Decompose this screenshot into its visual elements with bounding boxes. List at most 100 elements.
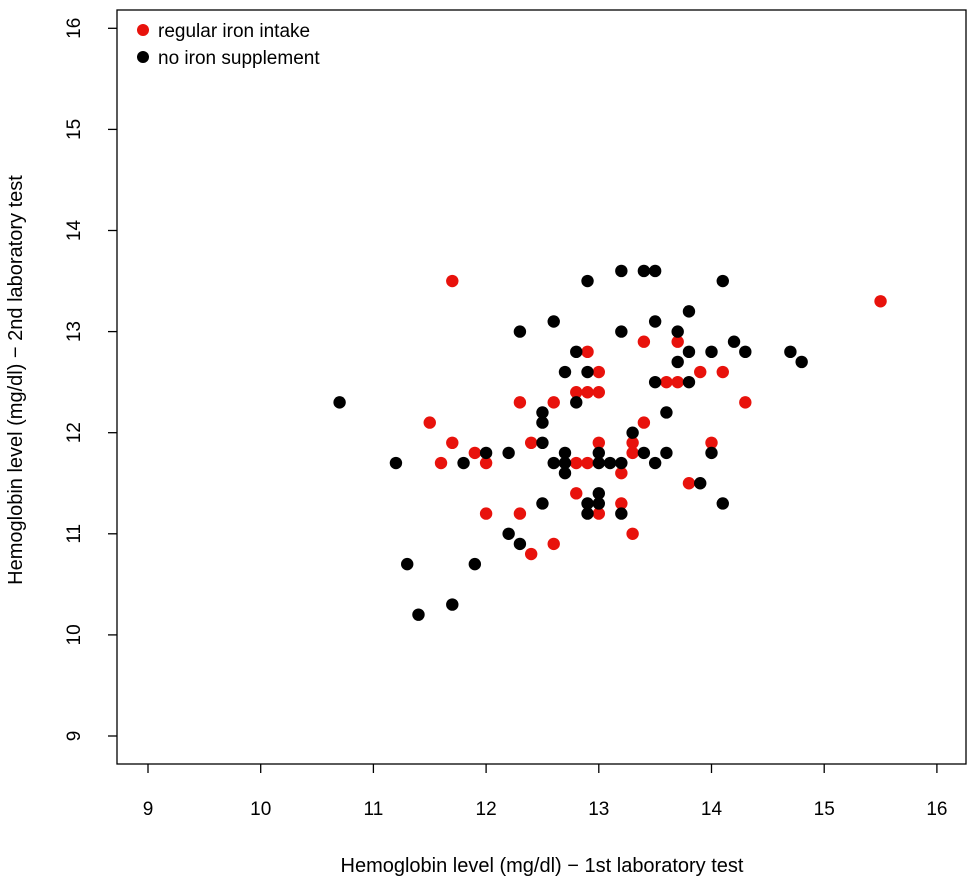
data-point-no-iron-supplement xyxy=(536,497,549,510)
data-point-no-iron-supplement xyxy=(727,335,741,348)
data-point-no-iron-supplement xyxy=(705,345,718,359)
data-point-no-iron-supplement xyxy=(536,416,549,429)
data-point-regular-iron-intake xyxy=(694,365,707,379)
data-point-no-iron-supplement xyxy=(615,507,628,520)
data-point-regular-iron-intake xyxy=(581,345,594,359)
data-point-regular-iron-intake xyxy=(637,416,651,429)
x-tick-label: 14 xyxy=(701,799,723,820)
y-tick-label: 12 xyxy=(64,422,85,443)
data-point-no-iron-supplement xyxy=(592,446,605,460)
legend-label-regular-iron-intake: regular iron intake xyxy=(158,21,310,42)
data-point-no-iron-supplement xyxy=(513,325,527,338)
data-point-no-iron-supplement xyxy=(626,426,639,439)
data-point-regular-iron-intake xyxy=(581,386,594,399)
data-point-no-iron-supplement xyxy=(570,345,583,359)
data-point-no-iron-supplement xyxy=(558,456,572,470)
data-point-no-iron-supplement xyxy=(603,456,617,470)
data-point-no-iron-supplement xyxy=(739,345,752,359)
y-tick-label: 16 xyxy=(64,18,85,39)
data-point-regular-iron-intake xyxy=(637,335,651,348)
data-point-no-iron-supplement xyxy=(615,264,628,278)
data-point-regular-iron-intake xyxy=(547,537,560,551)
data-point-regular-iron-intake xyxy=(423,416,436,429)
data-point-no-iron-supplement xyxy=(570,396,583,409)
data-point-no-iron-supplement xyxy=(536,436,549,450)
x-tick-label: 13 xyxy=(588,799,609,820)
data-point-regular-iron-intake xyxy=(592,507,605,520)
data-point-regular-iron-intake xyxy=(626,446,639,460)
data-point-regular-iron-intake xyxy=(671,375,684,389)
data-point-regular-iron-intake xyxy=(570,456,583,470)
x-tick-label: 11 xyxy=(364,799,384,820)
legend-marker-regular-iron-intake xyxy=(137,24,149,36)
data-point-no-iron-supplement xyxy=(682,375,696,389)
data-point-regular-iron-intake xyxy=(547,396,560,409)
data-point-no-iron-supplement xyxy=(671,325,684,338)
data-point-regular-iron-intake xyxy=(570,386,583,399)
data-point-regular-iron-intake xyxy=(626,436,639,450)
data-point-regular-iron-intake xyxy=(615,466,628,480)
data-point-regular-iron-intake xyxy=(682,477,696,490)
data-point-regular-iron-intake xyxy=(524,436,538,450)
data-point-regular-iron-intake xyxy=(581,456,594,470)
x-tick-label: 12 xyxy=(476,799,497,820)
data-point-no-iron-supplement xyxy=(705,446,718,460)
data-point-no-iron-supplement xyxy=(592,487,605,500)
data-point-no-iron-supplement xyxy=(648,375,662,389)
data-point-no-iron-supplement xyxy=(502,446,515,460)
data-point-no-iron-supplement xyxy=(457,456,470,470)
y-tick-label: 13 xyxy=(64,321,85,342)
data-point-regular-iron-intake xyxy=(479,507,493,520)
legend: regular iron intake no iron supplement xyxy=(137,21,320,69)
y-tick-label: 11 xyxy=(64,524,85,544)
legend-label-no-iron-supplement: no iron supplement xyxy=(158,48,320,69)
data-point-no-iron-supplement xyxy=(592,497,605,510)
y-axis-title: Hemoglobin level (mg/dl) − 2nd laborator… xyxy=(5,175,27,585)
data-point-no-iron-supplement xyxy=(671,355,684,369)
data-point-regular-iron-intake xyxy=(592,386,605,399)
data-point-regular-iron-intake xyxy=(671,335,684,348)
data-point-regular-iron-intake xyxy=(739,396,752,409)
data-point-no-iron-supplement xyxy=(479,446,493,460)
data-point-no-iron-supplement xyxy=(660,446,673,460)
data-point-regular-iron-intake xyxy=(446,436,459,450)
data-point-regular-iron-intake xyxy=(524,547,538,561)
x-tick-label: 15 xyxy=(814,799,835,820)
data-point-regular-iron-intake xyxy=(705,436,718,450)
data-point-regular-iron-intake xyxy=(468,446,482,460)
data-point-regular-iron-intake xyxy=(570,487,583,500)
y-axis: 9 10 11 12 13 14 15 16 xyxy=(64,18,117,741)
data-point-regular-iron-intake xyxy=(592,365,605,379)
data-point-no-iron-supplement xyxy=(637,264,651,278)
x-tick-label: 10 xyxy=(250,799,271,820)
data-point-no-iron-supplement xyxy=(784,345,797,359)
data-point-no-iron-supplement xyxy=(795,355,808,369)
y-tick-label: 15 xyxy=(64,119,85,140)
data-point-no-iron-supplement xyxy=(637,446,651,460)
data-point-regular-iron-intake xyxy=(513,507,527,520)
data-point-regular-iron-intake xyxy=(874,295,887,308)
data-point-no-iron-supplement xyxy=(412,608,425,621)
data-point-no-iron-supplement xyxy=(401,557,414,571)
x-tick-label: 9 xyxy=(143,799,154,820)
data-point-no-iron-supplement xyxy=(558,365,572,379)
data-point-no-iron-supplement xyxy=(581,365,594,379)
data-point-no-iron-supplement xyxy=(694,477,707,490)
data-point-no-iron-supplement xyxy=(446,598,459,611)
data-point-regular-iron-intake xyxy=(716,365,729,379)
data-point-no-iron-supplement xyxy=(660,406,673,419)
data-point-no-iron-supplement xyxy=(547,315,560,328)
data-point-no-iron-supplement xyxy=(592,456,605,470)
data-point-no-iron-supplement xyxy=(716,497,729,510)
data-point-regular-iron-intake xyxy=(626,527,639,540)
y-tick-label: 10 xyxy=(64,624,85,645)
x-tick-label: 16 xyxy=(926,799,947,820)
data-point-regular-iron-intake xyxy=(660,375,673,389)
data-points xyxy=(333,264,887,621)
data-point-regular-iron-intake xyxy=(513,396,527,409)
plot-frame xyxy=(116,9,967,765)
data-point-regular-iron-intake xyxy=(446,274,459,288)
data-point-no-iron-supplement xyxy=(682,305,696,318)
y-tick-label: 14 xyxy=(64,220,85,242)
